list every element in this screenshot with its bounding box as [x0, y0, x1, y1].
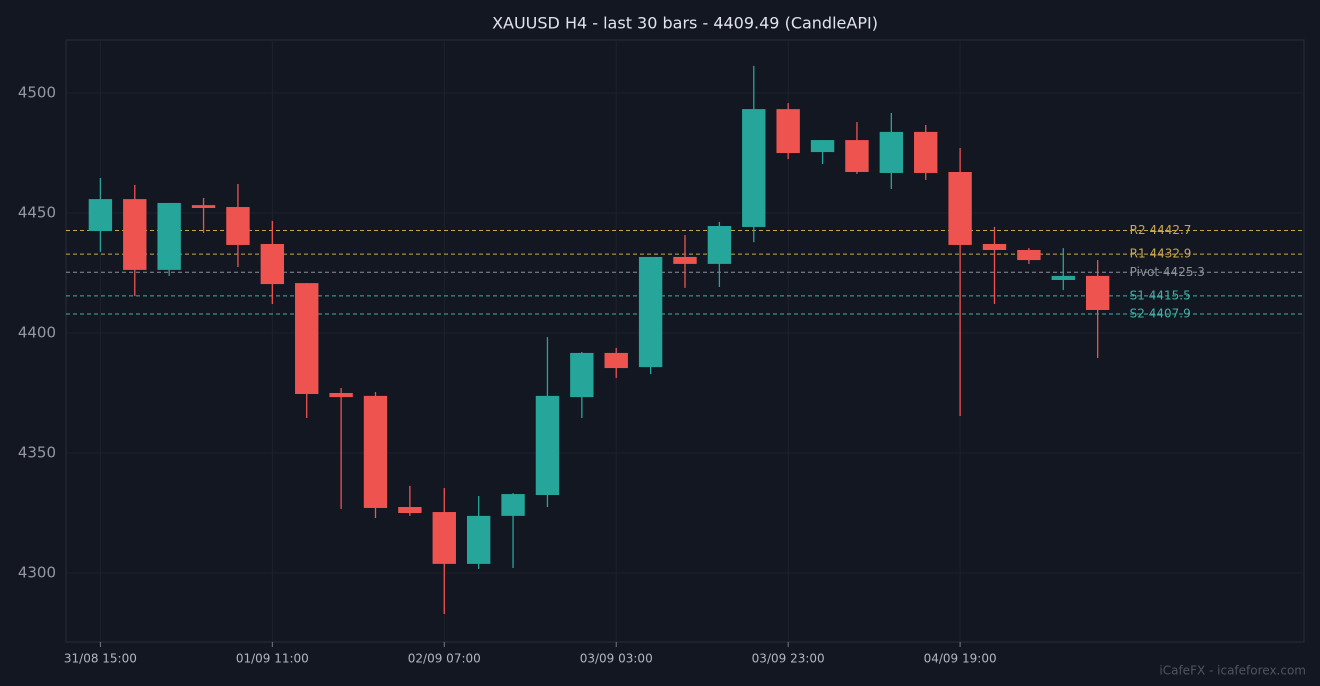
candle-body: [982, 243, 1007, 250]
candle-body: [501, 494, 525, 516]
x-tick-label: 03/09 23:00: [752, 652, 825, 666]
chart-title: XAUUSD H4 - last 30 bars - 4409.49 (Cand…: [492, 14, 878, 33]
candle-body: [845, 140, 869, 172]
level-label: R1 4432.9: [1130, 247, 1192, 261]
candle-body: [1017, 249, 1041, 261]
candle-body: [1051, 275, 1075, 280]
candle-body: [810, 140, 835, 153]
candle-body: [673, 256, 697, 264]
candle-body: [948, 171, 972, 245]
candle-body: [638, 256, 663, 368]
y-tick-label: 4400: [18, 324, 56, 342]
level-label: Pivot 4425.3: [1130, 265, 1205, 279]
candle-body: [226, 207, 250, 245]
x-tick-label: 01/09 11:00: [236, 652, 309, 666]
candle-body: [363, 395, 388, 508]
candle-body: [191, 205, 216, 208]
y-tick-label: 4450: [18, 204, 56, 222]
candle-body: [914, 131, 938, 173]
candle-body: [570, 352, 594, 398]
y-tick-label: 4500: [18, 84, 56, 102]
candle-body: [329, 393, 353, 398]
candle-body: [88, 199, 113, 232]
x-tick-label: 03/09 03:00: [580, 652, 653, 666]
x-tick-label: 04/09 19:00: [924, 652, 997, 666]
candle-body: [1085, 275, 1110, 310]
watermark: iCafeFX - icafeforex.com: [1159, 664, 1306, 678]
candle-body: [260, 243, 285, 285]
x-tick-label: 31/08 15:00: [64, 652, 137, 666]
candle-body: [157, 202, 181, 270]
y-tick-label: 4350: [18, 444, 56, 462]
level-label: R2 4442.7: [1130, 223, 1192, 237]
candle-body: [123, 199, 147, 270]
candle-body: [398, 507, 422, 514]
candle-body: [776, 109, 800, 154]
candle-body: [432, 512, 456, 564]
x-tick-label: 02/09 07:00: [408, 652, 481, 666]
candle-body: [604, 352, 628, 369]
candle-body: [879, 131, 904, 173]
level-label: S2 4407.9: [1130, 307, 1191, 321]
level-label: S1 4415.5: [1130, 288, 1191, 302]
candle-body: [535, 395, 560, 496]
y-tick-label: 4300: [18, 564, 56, 582]
plot-area: [65, 39, 1305, 643]
candle-body: [742, 109, 766, 227]
candle-body: [295, 283, 319, 394]
candle-body: [466, 515, 491, 564]
candle-body: [707, 225, 732, 264]
